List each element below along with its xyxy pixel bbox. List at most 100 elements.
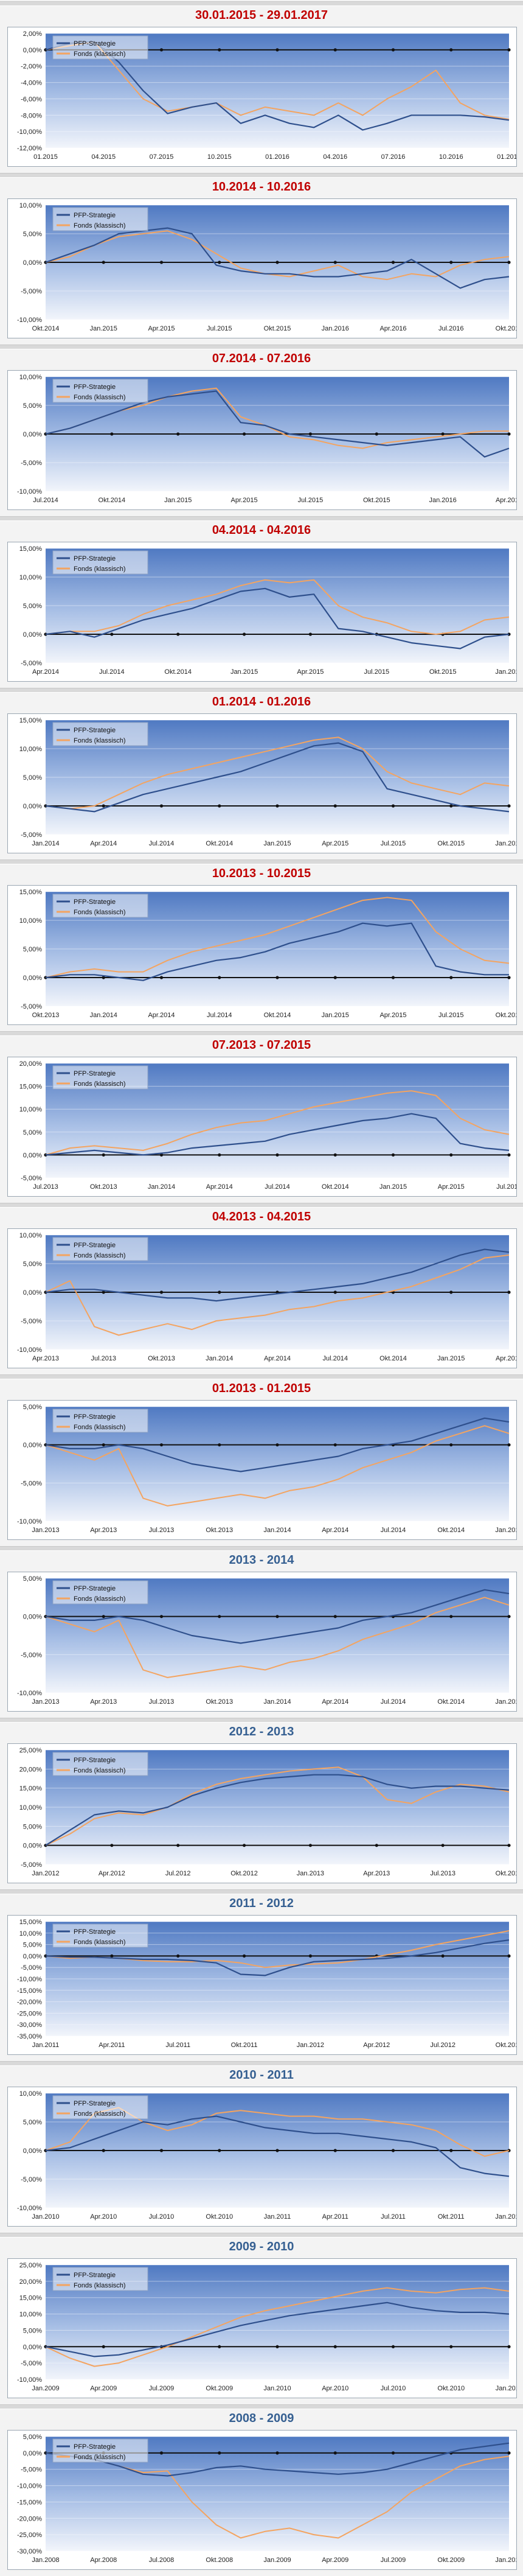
legend-label: Fonds (klassisch) [74, 2110, 126, 2118]
axis-marker [333, 2345, 337, 2348]
section-separator [0, 859, 523, 864]
legend-box [52, 2438, 148, 2463]
x-tick-label: Jan.2015 [90, 325, 117, 332]
y-tick-label: -5,00% [21, 1318, 42, 1325]
y-tick-label: -8,00% [21, 112, 42, 119]
series-line-pfp [45, 41, 510, 131]
x-tick-label: Apr.2015 [322, 840, 348, 847]
y-tick-label: -10,00% [17, 128, 42, 136]
y-tick-label: 0,00% [23, 803, 42, 810]
y-tick-label: 5,00% [23, 946, 42, 953]
line-chart: 5,00% 0,00% -5,00% -10,00%Jan.2013 Apr.2013 J… [17, 1575, 523, 1706]
axis-marker [102, 1290, 105, 1294]
axis-marker [391, 804, 395, 808]
y-tick-label: 0,00% [23, 2450, 42, 2457]
y-tick-label: -5,00% [21, 1003, 42, 1010]
x-tick-label: Okt.2015 [496, 1012, 516, 1019]
legend-label: Fonds (klassisch) [74, 1939, 126, 1946]
y-tick-label: 0,00% [23, 1442, 42, 1449]
legend-label: PFP-Strategie [74, 212, 116, 219]
legend: PFP-Strategie Fonds (klassisch) [52, 1065, 148, 1090]
x-tick-label: Jan.2010 [495, 2557, 516, 2564]
x-tick-label: Apr.2009 [322, 2557, 348, 2564]
section-separator [0, 2233, 523, 2238]
axis-marker [449, 261, 453, 264]
section-separator [0, 345, 523, 349]
legend-label: Fonds (klassisch) [74, 1080, 126, 1088]
x-tick-label: Apr.2014 [90, 840, 117, 847]
x-tick-label: Jul.2013 [149, 1527, 175, 1534]
x-tick-label: Jul.2015 [207, 325, 232, 332]
x-tick-label: Jul.2013 [91, 1355, 116, 1362]
x-tick-label: Jan.2011 [32, 2042, 59, 2049]
x-tick-label: Okt.2014 [164, 668, 192, 676]
x-tick-label: Jul.2012 [430, 2042, 455, 2049]
legend-label: PFP-Strategie [74, 1413, 116, 1421]
axis-marker [391, 976, 395, 979]
legend: PFP-Strategie Fonds (klassisch) [52, 1923, 148, 1948]
line-chart: 10,00% 5,00% 0,00% -5,00% -10,00%Apr.2013 Jul… [17, 1232, 522, 1362]
x-tick-label: Jan.2015 [495, 1698, 516, 1706]
axis-marker [391, 2345, 395, 2348]
legend: PFP-Strategie Fonds (klassisch) [52, 894, 148, 918]
line-chart: 15,00% 10,00% 5,00% 0,00% -5,00%Jan.2014 Apr.… [19, 717, 523, 847]
y-tick-label: -4,00% [21, 80, 42, 87]
section-separator [0, 516, 523, 521]
legend-label: Fonds (klassisch) [74, 1595, 126, 1603]
y-tick-label: -10,00% [17, 1346, 42, 1354]
legend: PFP-Strategie Fonds (klassisch) [52, 379, 148, 403]
legend-label: Fonds (klassisch) [74, 909, 126, 916]
y-tick-label: -10,00% [17, 2376, 42, 2384]
y-tick-label: 10,00% [19, 2311, 43, 2319]
y-tick-label: 20,00% [19, 2278, 43, 2286]
axis-marker [441, 1954, 445, 1958]
chart-frame: 10,00% 5,00% 0,00% -5,00% -10,00% Apr.2013 Jul… [7, 1228, 522, 1368]
x-tick-label: Jan.2012 [495, 2213, 516, 2221]
x-tick-label: Okt.2014 [322, 1183, 349, 1191]
legend-box [52, 1237, 148, 1261]
x-tick-label: Okt.2014 [437, 1527, 465, 1534]
x-tick-label: Apr.2009 [90, 2385, 117, 2392]
legend-box [52, 1923, 148, 1948]
axis-marker [507, 1290, 511, 1294]
y-tick-label: 0,00% [23, 975, 42, 982]
x-tick-label: Jul.2008 [149, 2557, 175, 2564]
x-tick-label: Jul.2009 [149, 2385, 175, 2392]
y-tick-label: 5,00% [23, 1942, 42, 1949]
x-tick-label: Jul.2015 [381, 840, 406, 847]
axis-marker [507, 1954, 511, 1958]
y-tick-label: 5,00% [23, 2119, 42, 2126]
y-tick-label: -5,00% [21, 1480, 42, 1487]
x-tick-label: Apr.2015 [438, 1183, 465, 1191]
y-tick-label: -10,00% [17, 2483, 42, 2490]
y-tick-label: -5,00% [21, 1861, 42, 1869]
y-tick-label: 15,00% [19, 889, 43, 896]
series-line-pfp [45, 2115, 510, 2177]
legend-label: PFP-Strategie [74, 1242, 116, 1249]
x-tick-label: Okt.2009 [437, 2557, 465, 2564]
axis-marker [507, 261, 511, 264]
x-tick-label: Jan.2009 [263, 2557, 291, 2564]
axis-marker [159, 2149, 164, 2152]
x-tick-label: Jul.2014 [33, 497, 58, 504]
axis-marker [242, 432, 246, 436]
axis-marker [391, 2451, 395, 2455]
axis-marker [242, 1844, 246, 1847]
legend-box [52, 1065, 148, 1090]
axis-marker [449, 1290, 453, 1294]
x-tick-label: Apr.2010 [322, 2385, 348, 2392]
axis-marker [218, 804, 221, 808]
x-tick-label: Okt.2013 [32, 1012, 60, 1019]
legend-label: Fonds (klassisch) [74, 2282, 126, 2289]
y-tick-label: 0,00% [23, 259, 42, 267]
series-line-fonds [45, 1597, 510, 1678]
axis-marker [333, 804, 337, 808]
x-tick-label: Okt.2015 [363, 497, 390, 504]
x-tick-label: Jul.2013 [430, 1870, 455, 1877]
axis-marker [218, 1153, 221, 1157]
axis-marker [449, 2149, 453, 2152]
legend-box [52, 2095, 148, 2119]
axis-marker [218, 1615, 221, 1619]
axis-marker [102, 976, 105, 979]
axis-marker [449, 1153, 453, 1157]
